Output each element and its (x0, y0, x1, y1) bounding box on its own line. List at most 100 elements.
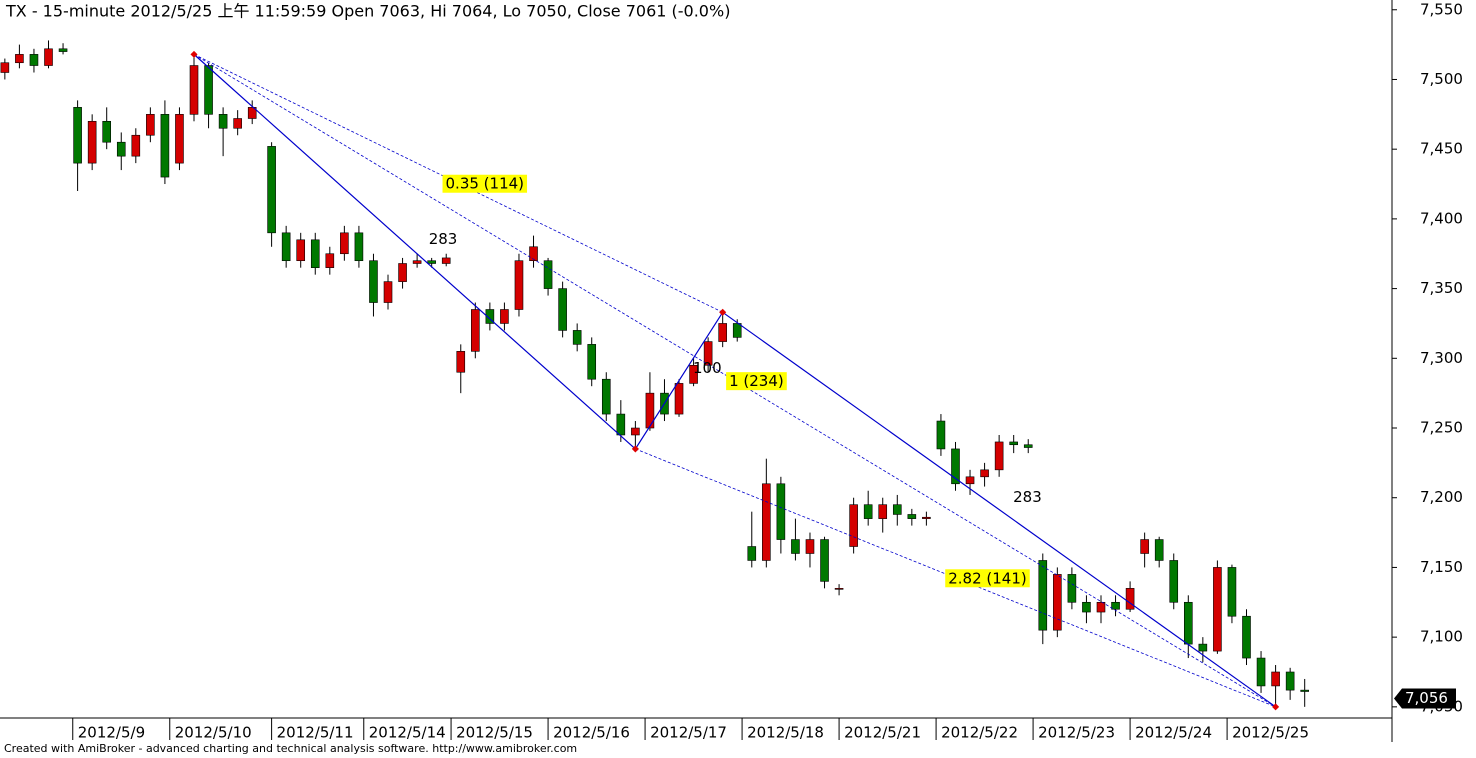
candle-body (73, 107, 82, 164)
chart-title: TX - 15-minute 2012/5/25 上午 11:59:59 Ope… (5, 2, 730, 21)
candle-body (0, 62, 10, 73)
candle-body (791, 539, 800, 554)
x-tick-label: 2012/5/21 (844, 724, 921, 742)
candle-body (543, 260, 553, 289)
ratio-label: 1 (234) (729, 372, 784, 390)
last-price-marker (1394, 688, 1456, 709)
y-tick-label: 7,500 (1420, 70, 1463, 88)
y-tick-label: 7,350 (1420, 279, 1463, 297)
candle-body (160, 114, 170, 178)
candle-body (310, 239, 320, 268)
candle-body (500, 309, 509, 324)
candle-body (15, 54, 24, 64)
ratio-label-bg (945, 569, 1030, 588)
candle-body (732, 323, 742, 338)
candle-body (1198, 643, 1208, 652)
candle-body (175, 114, 184, 164)
candle-body (398, 263, 407, 282)
candle-body (1009, 441, 1018, 446)
x-tick-label: 2012/5/17 (650, 724, 727, 742)
candle-body (601, 378, 611, 415)
candle-body (514, 260, 524, 310)
candle-body (102, 120, 112, 143)
x-tick-label: 2012/5/11 (277, 724, 354, 742)
candle-body (131, 134, 141, 157)
candle-body (204, 65, 213, 115)
candle-body (616, 413, 626, 436)
candle-body (922, 516, 931, 519)
candle-body (369, 260, 378, 303)
candle-body (1256, 657, 1266, 687)
y-tick-label: 7,550 (1420, 0, 1463, 18)
candle-body (218, 114, 228, 129)
candle-body (1111, 601, 1120, 610)
candle-body (834, 588, 844, 590)
y-tick-label: 7,100 (1420, 628, 1463, 646)
ratio-label-bg (726, 372, 787, 391)
candle-body (247, 107, 257, 119)
candle-body (485, 309, 495, 324)
candle-body (994, 441, 1004, 471)
y-tick-label: 7,300 (1420, 349, 1463, 367)
footer: Created with AmiBroker - advanced charti… (4, 742, 577, 755)
x-tick-label: 2012/5/22 (941, 724, 1018, 742)
candle-body (383, 281, 393, 303)
candle-body (951, 448, 960, 485)
x-tick-label: 2012/5/25 (1232, 724, 1309, 742)
candle-body (116, 141, 126, 157)
candle-body (456, 351, 466, 373)
zigzag-label: 100 (693, 359, 722, 377)
candle-body (907, 514, 917, 519)
candle-body (805, 539, 815, 554)
candle-body (1227, 567, 1237, 617)
zigzag-label: 283 (429, 230, 458, 248)
candle-body (1140, 539, 1149, 554)
x-tick-label: 2012/5/9 (78, 724, 145, 742)
candle-body (892, 504, 902, 515)
candle-body (427, 260, 436, 264)
x-tick-label: 2012/5/24 (1135, 724, 1212, 742)
candle-body (980, 469, 989, 478)
candle-body (820, 539, 829, 582)
zigzag-point (190, 50, 198, 58)
x-tick-label: 2012/5/15 (456, 724, 533, 742)
candle-body (1183, 601, 1193, 645)
candle-body (849, 504, 858, 547)
x-tick-label: 2012/5/23 (1038, 724, 1115, 742)
candle-body (689, 364, 698, 384)
candle-body (863, 504, 873, 519)
candle-body (965, 476, 975, 485)
candle-body (340, 232, 349, 255)
zigzag-line (193, 53, 1276, 708)
candle-body (587, 344, 597, 380)
candle-body (703, 341, 713, 366)
candle-body (762, 483, 771, 561)
candle-body (1285, 671, 1295, 691)
zigzag-point (719, 308, 727, 316)
candle-body (1242, 615, 1251, 659)
y-tick-label: 7,150 (1420, 558, 1463, 576)
candle-body (189, 65, 199, 115)
x-tick-label: 2012/5/10 (175, 724, 252, 742)
candle-body (29, 54, 39, 66)
candle-body (878, 504, 888, 519)
candle-body (645, 392, 655, 429)
candle-body (233, 118, 242, 129)
candle-body (58, 48, 68, 52)
last-price-label: 7,056 (1405, 689, 1448, 707)
candle-body (296, 239, 306, 262)
ratio-line (193, 54, 723, 313)
ratio-label-bg (442, 174, 528, 193)
candle-body (325, 253, 335, 268)
candle-body (631, 427, 640, 436)
candle-body (1125, 588, 1135, 610)
candle-body (412, 260, 422, 264)
x-tick-label: 2012/5/18 (747, 724, 824, 742)
candle-body (529, 246, 538, 262)
candle-body (572, 330, 582, 345)
candle-body (441, 257, 451, 264)
candle-body (1038, 560, 1048, 631)
candle-body (87, 120, 97, 164)
candle-body (1053, 574, 1062, 631)
